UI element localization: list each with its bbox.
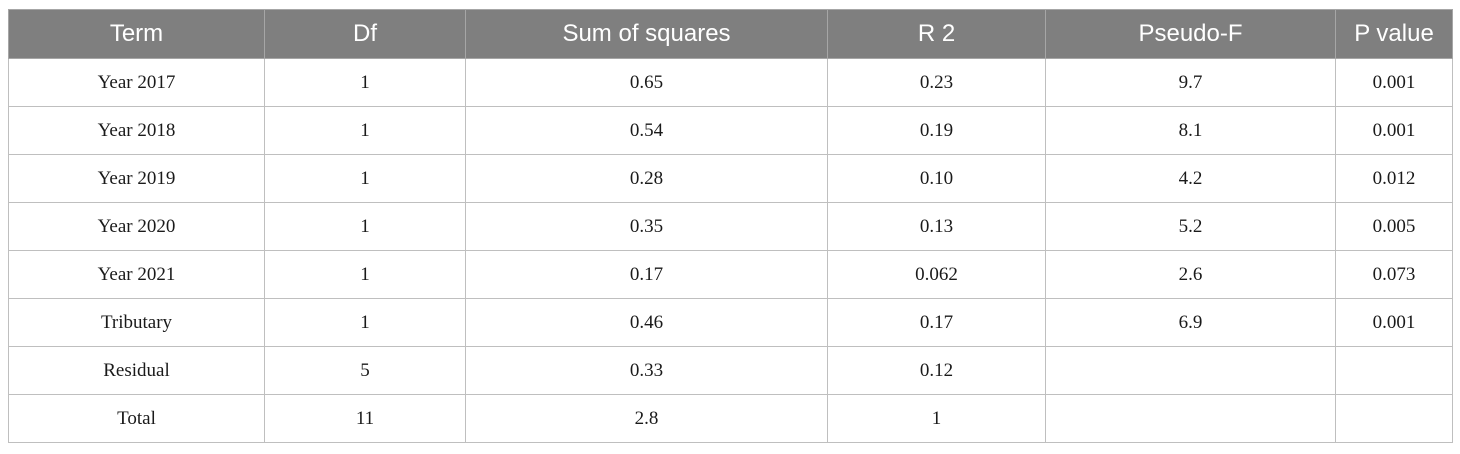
cell-term: Year 2017 bbox=[8, 58, 265, 107]
cell-r2: 0.17 bbox=[827, 298, 1046, 347]
cell-df: 1 bbox=[264, 250, 466, 299]
cell-pseudo-f: 8.1 bbox=[1045, 106, 1336, 155]
cell-df: 1 bbox=[264, 58, 466, 107]
cell-pseudo-f: 5.2 bbox=[1045, 202, 1336, 251]
header-row: Term Df Sum of squares R 2 Pseudo-F P va… bbox=[8, 9, 1453, 59]
header-p-value: P value bbox=[1335, 9, 1453, 59]
table-row: Year 2020 1 0.35 0.13 5.2 0.005 bbox=[8, 202, 1453, 251]
table-row: Residual 5 0.33 0.12 bbox=[8, 346, 1453, 395]
cell-pseudo-f bbox=[1045, 394, 1336, 443]
header-df: Df bbox=[264, 9, 466, 59]
cell-sum-of-squares: 0.46 bbox=[465, 298, 828, 347]
cell-p-value: 0.073 bbox=[1335, 250, 1453, 299]
cell-p-value bbox=[1335, 346, 1453, 395]
cell-pseudo-f: 6.9 bbox=[1045, 298, 1336, 347]
cell-r2: 0.10 bbox=[827, 154, 1046, 203]
header-r2: R 2 bbox=[827, 9, 1046, 59]
table-header: Term Df Sum of squares R 2 Pseudo-F P va… bbox=[8, 9, 1453, 59]
cell-r2: 0.19 bbox=[827, 106, 1046, 155]
cell-pseudo-f: 4.2 bbox=[1045, 154, 1336, 203]
cell-sum-of-squares: 2.8 bbox=[465, 394, 828, 443]
cell-df: 11 bbox=[264, 394, 466, 443]
cell-df: 1 bbox=[264, 298, 466, 347]
cell-pseudo-f: 2.6 bbox=[1045, 250, 1336, 299]
cell-p-value: 0.001 bbox=[1335, 298, 1453, 347]
header-sum-of-squares: Sum of squares bbox=[465, 9, 828, 59]
cell-df: 1 bbox=[264, 202, 466, 251]
cell-r2: 0.062 bbox=[827, 250, 1046, 299]
cell-sum-of-squares: 0.65 bbox=[465, 58, 828, 107]
results-table-container: Term Df Sum of squares R 2 Pseudo-F P va… bbox=[8, 9, 1453, 443]
results-table: Term Df Sum of squares R 2 Pseudo-F P va… bbox=[8, 9, 1453, 443]
cell-p-value: 0.005 bbox=[1335, 202, 1453, 251]
cell-term: Total bbox=[8, 394, 265, 443]
cell-df: 1 bbox=[264, 154, 466, 203]
cell-df: 1 bbox=[264, 106, 466, 155]
cell-p-value: 0.012 bbox=[1335, 154, 1453, 203]
cell-p-value: 0.001 bbox=[1335, 58, 1453, 107]
cell-sum-of-squares: 0.54 bbox=[465, 106, 828, 155]
cell-term: Residual bbox=[8, 346, 265, 395]
cell-sum-of-squares: 0.17 bbox=[465, 250, 828, 299]
cell-term: Year 2020 bbox=[8, 202, 265, 251]
cell-r2: 0.12 bbox=[827, 346, 1046, 395]
table-row: Year 2017 1 0.65 0.23 9.7 0.001 bbox=[8, 58, 1453, 107]
cell-r2: 0.23 bbox=[827, 58, 1046, 107]
table-row: Year 2019 1 0.28 0.10 4.2 0.012 bbox=[8, 154, 1453, 203]
header-pseudo-f: Pseudo-F bbox=[1045, 9, 1336, 59]
cell-sum-of-squares: 0.28 bbox=[465, 154, 828, 203]
cell-pseudo-f: 9.7 bbox=[1045, 58, 1336, 107]
table-row: Year 2018 1 0.54 0.19 8.1 0.001 bbox=[8, 106, 1453, 155]
cell-r2: 1 bbox=[827, 394, 1046, 443]
header-term: Term bbox=[8, 9, 265, 59]
cell-term: Year 2019 bbox=[8, 154, 265, 203]
cell-term: Year 2018 bbox=[8, 106, 265, 155]
cell-term: Year 2021 bbox=[8, 250, 265, 299]
cell-r2: 0.13 bbox=[827, 202, 1046, 251]
cell-sum-of-squares: 0.33 bbox=[465, 346, 828, 395]
cell-pseudo-f bbox=[1045, 346, 1336, 395]
cell-term: Tributary bbox=[8, 298, 265, 347]
table-row: Total 11 2.8 1 bbox=[8, 394, 1453, 443]
cell-df: 5 bbox=[264, 346, 466, 395]
cell-p-value bbox=[1335, 394, 1453, 443]
cell-p-value: 0.001 bbox=[1335, 106, 1453, 155]
cell-sum-of-squares: 0.35 bbox=[465, 202, 828, 251]
table-body: Year 2017 1 0.65 0.23 9.7 0.001 Year 201… bbox=[8, 58, 1453, 443]
table-row: Tributary 1 0.46 0.17 6.9 0.001 bbox=[8, 298, 1453, 347]
table-row: Year 2021 1 0.17 0.062 2.6 0.073 bbox=[8, 250, 1453, 299]
